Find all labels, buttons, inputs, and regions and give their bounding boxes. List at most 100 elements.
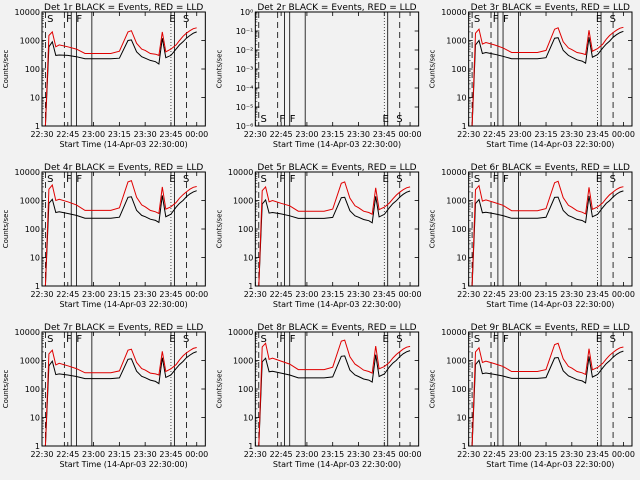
phase-annotation: F — [279, 334, 285, 345]
phase-annotation: S — [260, 174, 266, 185]
y-axis-label: Counts/sec — [215, 50, 223, 89]
x-tick-label: 23:15 — [534, 130, 557, 139]
x-tick-label: 00:00 — [612, 450, 635, 459]
x-tick-label: 23:30 — [560, 450, 583, 459]
y-tick-label: 1000 — [20, 357, 40, 366]
series-events — [42, 31, 197, 127]
y-tick-label: 10⁻³ — [236, 65, 254, 74]
x-tick-label: 23:15 — [534, 450, 557, 459]
y-tick-label: 1000 — [446, 357, 466, 366]
y-tick-label: 10000 — [441, 168, 466, 177]
x-axis-label: Start Time (14-Apr-03 22:30:00) — [60, 300, 188, 309]
x-tick-label: 23:30 — [134, 290, 157, 299]
x-tick-label: 22:30 — [457, 130, 480, 139]
x-tick-label: 23:15 — [321, 130, 344, 139]
phase-annotation: S — [474, 174, 480, 185]
phase-annotation: F — [76, 14, 82, 25]
x-tick-label: 23:45 — [586, 450, 609, 459]
panel-title: Det 3r BLACK = Events, RED = LLD — [471, 3, 630, 13]
detector-panel-5: Det 5r BLACK = Events, RED = LLD Counts/s… — [215, 163, 421, 309]
y-tick-label: 1000 — [446, 197, 466, 206]
y-tick-label: 1000 — [20, 37, 40, 46]
phase-annotation: F — [66, 14, 72, 25]
x-tick-label: 23:45 — [586, 130, 609, 139]
phase-annotation: S — [183, 334, 189, 345]
y-tick-label: 10⁻¹ — [236, 27, 254, 36]
y-tick-label: 10000 — [15, 168, 40, 177]
x-tick-label: 23:15 — [108, 290, 131, 299]
x-tick-label: 23:15 — [534, 290, 557, 299]
x-axis-label: Start Time (14-Apr-03 22:30:00) — [486, 140, 614, 149]
detector-panel-2: Det 2r BLACK = Events, RED = LLD Counts/s… — [215, 3, 421, 149]
x-tick-label: 23:15 — [108, 450, 131, 459]
x-tick-label: 22:45 — [56, 130, 79, 139]
detector-panel-8: Det 8r BLACK = Events, RED = LLD Counts/s… — [215, 323, 421, 469]
phase-annotation: E — [596, 14, 602, 25]
phase-annotation: E — [383, 114, 389, 125]
x-tick-label: 22:45 — [483, 130, 506, 139]
phase-annotation: E — [169, 14, 175, 25]
series-lld — [255, 339, 411, 447]
series-events — [255, 190, 411, 287]
x-tick-label: 22:45 — [270, 450, 293, 459]
plot-frame — [468, 331, 633, 447]
y-tick-label: 10⁻⁶ — [236, 122, 254, 131]
y-tick-label: 100 — [451, 65, 466, 74]
x-axis-label: Start Time (14-Apr-03 22:30:00) — [486, 460, 614, 469]
y-tick-label: 10⁻⁵ — [236, 103, 254, 112]
x-tick-label: 23:30 — [347, 290, 370, 299]
phase-annotation: S — [47, 14, 53, 25]
x-tick-label: 23:45 — [373, 130, 396, 139]
y-tick-label: 10⁻² — [236, 46, 254, 55]
x-tick-label: 23:45 — [159, 290, 182, 299]
detector-panel-1: Det 1r BLACK = Events, RED = LLD Counts/s… — [2, 3, 208, 149]
y-tick-label: 10 — [30, 414, 40, 423]
series-lld — [42, 179, 197, 287]
phase-annotation: F — [290, 334, 296, 345]
y-tick-label: 10 — [456, 414, 466, 423]
x-tick-label: 22:45 — [270, 290, 293, 299]
y-tick-label: 1000 — [446, 37, 466, 46]
x-tick-label: 23:00 — [295, 130, 318, 139]
detector-panel-3: Det 3r BLACK = Events, RED = LLD Counts/s… — [429, 3, 635, 149]
phase-annotation: F — [503, 334, 509, 345]
x-tick-label: 23:30 — [560, 290, 583, 299]
x-tick-label: 23:45 — [373, 450, 396, 459]
x-tick-label: 22:45 — [483, 290, 506, 299]
x-tick-label: 23:15 — [108, 130, 131, 139]
y-tick-label: 100 — [238, 225, 253, 234]
series-events — [42, 351, 197, 447]
y-axis-label: Counts/sec — [215, 210, 223, 249]
y-tick-label: 10000 — [228, 168, 253, 177]
y-tick-label: 10000 — [228, 328, 253, 337]
y-tick-label: 100 — [25, 65, 40, 74]
series-events — [468, 30, 624, 127]
y-tick-label: 100 — [451, 225, 466, 234]
phase-annotation: E — [596, 174, 602, 185]
x-tick-label: 22:30 — [244, 130, 267, 139]
y-tick-label: 100 — [451, 385, 466, 394]
y-tick-label: 100 — [25, 225, 40, 234]
series-lld — [468, 180, 624, 287]
y-axis-label: Counts/sec — [429, 50, 437, 89]
x-tick-label: 22:30 — [457, 450, 480, 459]
y-tick-label: 10000 — [15, 8, 40, 17]
series-lld — [255, 181, 411, 287]
y-tick-label: 1000 — [20, 197, 40, 206]
series-lld — [42, 347, 197, 447]
phase-annotation: S — [183, 14, 189, 25]
y-tick-label: 1 — [248, 442, 253, 451]
y-tick-label: 10000 — [15, 328, 40, 337]
y-axis-label: Counts/sec — [2, 370, 10, 409]
x-tick-label: 00:00 — [399, 130, 422, 139]
x-tick-label: 23:00 — [82, 130, 105, 139]
x-axis-label: Start Time (14-Apr-03 22:30:00) — [486, 300, 614, 309]
x-tick-label: 23:45 — [373, 290, 396, 299]
x-tick-label: 23:30 — [347, 130, 370, 139]
y-tick-label: 10 — [30, 94, 40, 103]
series-events — [468, 350, 624, 447]
phase-annotation: F — [493, 334, 499, 345]
x-axis-label: Start Time (14-Apr-03 22:30:00) — [60, 460, 188, 469]
y-tick-label: 1 — [462, 282, 467, 291]
x-tick-label: 23:15 — [321, 290, 344, 299]
